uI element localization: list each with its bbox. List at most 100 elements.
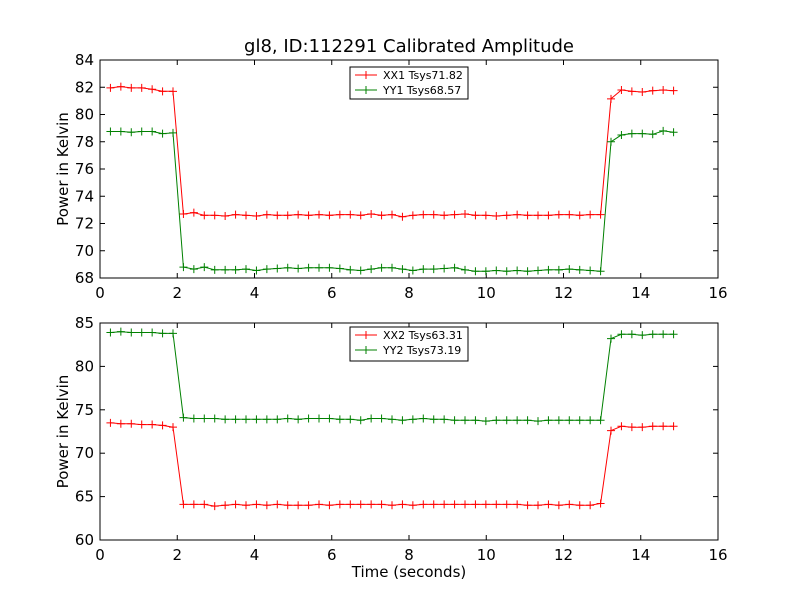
- data-point: [200, 263, 209, 272]
- data-point: [283, 263, 292, 272]
- data-point: [513, 500, 522, 509]
- data-point: [325, 414, 334, 423]
- data-point: [252, 500, 261, 509]
- data-point: [586, 416, 595, 425]
- data-point: [377, 263, 386, 272]
- data-point: [638, 129, 647, 138]
- data-point: [388, 501, 397, 510]
- data-point: [116, 327, 125, 336]
- data-point: [638, 331, 647, 340]
- data-point: [273, 415, 282, 424]
- legend-label: XX2 Tsys63.31: [383, 329, 463, 342]
- data-point: [367, 414, 376, 423]
- data-point: [408, 501, 417, 510]
- data-point: [398, 212, 407, 221]
- data-point: [565, 500, 574, 509]
- data-point: [169, 329, 178, 338]
- data-point: [408, 415, 417, 424]
- data-point: [231, 265, 240, 274]
- legend: XX2 Tsys63.31 YY2 Tsys73.19: [349, 326, 469, 362]
- data-point: [450, 263, 459, 272]
- y-axis-label: Power in Kelvin: [54, 112, 72, 226]
- data-point: [377, 500, 386, 509]
- data-point: [262, 265, 271, 274]
- data-point: [471, 416, 480, 425]
- data-point: [325, 263, 334, 272]
- data-point: [617, 130, 626, 139]
- data-point: [346, 265, 355, 274]
- data-point: [492, 416, 501, 425]
- data-point: [523, 267, 532, 276]
- x-tick-label: 0: [95, 284, 105, 302]
- legend-swatch-marker: [362, 86, 370, 94]
- x-tick-label: 14: [631, 546, 650, 564]
- data-point: [179, 263, 188, 272]
- data-point: [315, 414, 324, 423]
- data-point: [534, 417, 543, 426]
- data-point: [169, 87, 178, 96]
- x-axis-label: Time (seconds): [351, 563, 467, 581]
- y-tick-label: 82: [75, 78, 94, 96]
- data-point: [607, 334, 616, 343]
- axes-frame: [99, 59, 719, 279]
- data-point: [586, 266, 595, 275]
- x-tick-label: 16: [708, 546, 727, 564]
- data-point: [137, 420, 146, 429]
- data-point: [648, 86, 657, 95]
- data-point: [607, 94, 616, 103]
- data-point: [617, 422, 626, 431]
- data-point: [461, 416, 470, 425]
- y-tick-label: 80: [75, 357, 94, 375]
- data-point: [283, 501, 292, 510]
- data-point: [179, 413, 188, 422]
- x-tick-label: 12: [554, 546, 573, 564]
- x-tick-label: 4: [250, 284, 260, 302]
- data-point: [158, 129, 167, 138]
- data-point: [461, 265, 470, 274]
- data-point: [419, 210, 428, 219]
- data-point: [638, 88, 647, 97]
- data-point: [627, 87, 636, 96]
- data-point: [242, 415, 251, 424]
- data-point: [210, 211, 219, 220]
- data-point: [252, 415, 261, 424]
- x-tick-label: 0: [95, 546, 105, 564]
- data-point: [440, 500, 449, 509]
- data-point: [158, 329, 167, 338]
- data-point: [283, 211, 292, 220]
- data-point: [137, 127, 146, 136]
- data-point: [200, 414, 209, 423]
- data-point: [575, 501, 584, 510]
- y-tick-label: 70: [75, 444, 94, 462]
- data-point: [335, 500, 344, 509]
- data-point: [137, 328, 146, 337]
- data-point: [419, 500, 428, 509]
- data-point: [304, 211, 313, 220]
- data-point: [429, 210, 438, 219]
- data-point: [461, 209, 470, 218]
- x-tick-label: 10: [477, 284, 496, 302]
- data-point: [669, 422, 678, 431]
- data-point: [356, 500, 365, 509]
- data-point: [440, 211, 449, 220]
- data-point: [502, 267, 511, 276]
- x-tick-label: 16: [708, 284, 727, 302]
- data-point: [471, 211, 480, 220]
- data-point: [252, 266, 261, 275]
- legend-swatch-marker: [362, 331, 370, 339]
- data-point: [659, 126, 668, 135]
- data-point: [325, 211, 334, 220]
- data-point: [450, 500, 459, 509]
- data-point: [294, 501, 303, 510]
- data-point: [158, 421, 167, 430]
- x-tick-label: 14: [631, 284, 650, 302]
- data-point: [648, 130, 657, 139]
- data-point: [262, 501, 271, 510]
- data-point: [116, 82, 125, 91]
- y-tick-label: 70: [75, 242, 94, 260]
- data-point: [607, 137, 616, 146]
- data-point: [554, 501, 563, 510]
- data-point: [148, 127, 157, 136]
- x-tick-label: 10: [477, 546, 496, 564]
